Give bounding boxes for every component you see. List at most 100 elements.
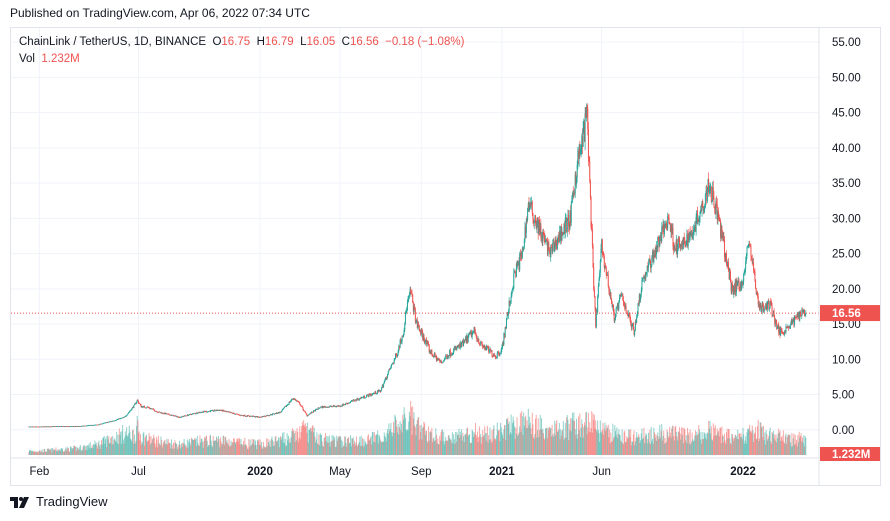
volume-bar xyxy=(430,430,432,455)
candle-body xyxy=(478,338,480,344)
volume-bar xyxy=(276,441,278,455)
candle-body xyxy=(557,236,559,239)
candle-body xyxy=(58,426,60,427)
volume-bar xyxy=(78,449,80,455)
volume-bar xyxy=(229,446,231,455)
volume-bar xyxy=(484,426,486,455)
volume-bar xyxy=(710,433,712,455)
volume-bar xyxy=(461,429,463,455)
volume-bar xyxy=(212,447,214,455)
candle-body xyxy=(556,238,558,249)
volume-bar xyxy=(554,420,556,455)
volume-bar xyxy=(110,436,112,455)
candle-body xyxy=(783,333,785,335)
volume-bar xyxy=(397,423,399,455)
candle-body xyxy=(99,423,101,425)
candle-body xyxy=(651,257,653,265)
volume-bar xyxy=(587,427,589,455)
volume-bar xyxy=(689,443,691,455)
candle-body xyxy=(469,332,471,335)
volume-bar xyxy=(425,430,427,455)
volume-bar xyxy=(400,430,402,455)
candle-body xyxy=(433,355,435,358)
candle-body xyxy=(636,313,638,317)
candle-body xyxy=(192,413,194,415)
volume-bar xyxy=(318,434,320,455)
candle-body xyxy=(669,224,671,232)
candle-body xyxy=(282,409,284,411)
candle-body xyxy=(506,314,508,319)
candle-body xyxy=(476,339,478,341)
candle-body xyxy=(420,329,422,335)
candle-body xyxy=(217,410,219,412)
volume-bar xyxy=(338,436,340,455)
volume-bar xyxy=(48,449,50,455)
candle-body xyxy=(764,306,766,308)
candle-body xyxy=(70,426,72,427)
volume-bar xyxy=(690,444,692,455)
candle-body xyxy=(235,413,237,415)
candle-body xyxy=(437,359,439,360)
volume-bar xyxy=(562,421,564,455)
candle-body xyxy=(373,392,375,394)
candle-body xyxy=(311,411,313,414)
candle-body xyxy=(182,415,184,417)
volume-bar xyxy=(536,437,538,455)
candle-body xyxy=(28,426,30,428)
volume-bar xyxy=(794,444,796,455)
candle-body xyxy=(179,416,181,418)
candle-body xyxy=(467,335,469,343)
candle-body xyxy=(665,222,667,228)
candle-body xyxy=(600,248,602,261)
volume-bar xyxy=(470,442,472,455)
candle-body xyxy=(562,232,564,235)
candle-body xyxy=(108,421,110,423)
volume-bar xyxy=(652,443,654,455)
volume-bar xyxy=(435,434,437,455)
volume-bar xyxy=(285,445,287,455)
candle-body xyxy=(219,410,221,411)
candle-body xyxy=(589,161,591,182)
candle-body xyxy=(294,398,296,400)
candle-body xyxy=(445,356,447,357)
candle-body xyxy=(495,357,497,359)
y-tick-label: 5.00 xyxy=(832,390,854,402)
volume-bar xyxy=(252,443,254,455)
volume-bar xyxy=(30,450,32,455)
tradingview-branding[interactable]: TradingView xyxy=(10,494,108,509)
volume-bar xyxy=(50,449,52,455)
legend-symbol: ChainLink / TetherUS, 1D, BINANCE xyxy=(19,36,207,48)
volume-bar xyxy=(560,435,562,455)
volume-bar xyxy=(692,439,694,455)
candle-body xyxy=(721,226,723,234)
candle-body xyxy=(344,404,346,406)
volume-bar xyxy=(248,439,250,455)
volume-bar xyxy=(278,437,280,455)
candle-body xyxy=(340,406,342,408)
candle-body xyxy=(799,311,801,320)
volume-bar xyxy=(785,433,787,455)
candle-body xyxy=(788,327,790,329)
candle-body xyxy=(122,417,124,419)
volume-bar xyxy=(37,451,39,455)
volume-bar xyxy=(574,420,576,455)
candle-body xyxy=(684,242,686,246)
volume-bar xyxy=(155,436,157,455)
volume-bar xyxy=(625,441,627,455)
candle-body xyxy=(151,408,153,410)
volume-bar xyxy=(153,434,155,455)
candle-body xyxy=(152,408,154,410)
volume-bar xyxy=(770,441,772,455)
candle-body xyxy=(432,355,434,358)
volume-bar xyxy=(731,434,733,455)
candle-body xyxy=(459,344,461,348)
volume-bar xyxy=(722,435,724,455)
candle-body xyxy=(109,421,111,423)
candle-body xyxy=(611,303,613,308)
volume-bar xyxy=(86,450,88,455)
candle-body xyxy=(422,334,424,339)
volume-bar xyxy=(126,427,128,455)
volume-bar xyxy=(428,440,430,455)
tradingview-brand-text: TradingView xyxy=(36,494,108,509)
